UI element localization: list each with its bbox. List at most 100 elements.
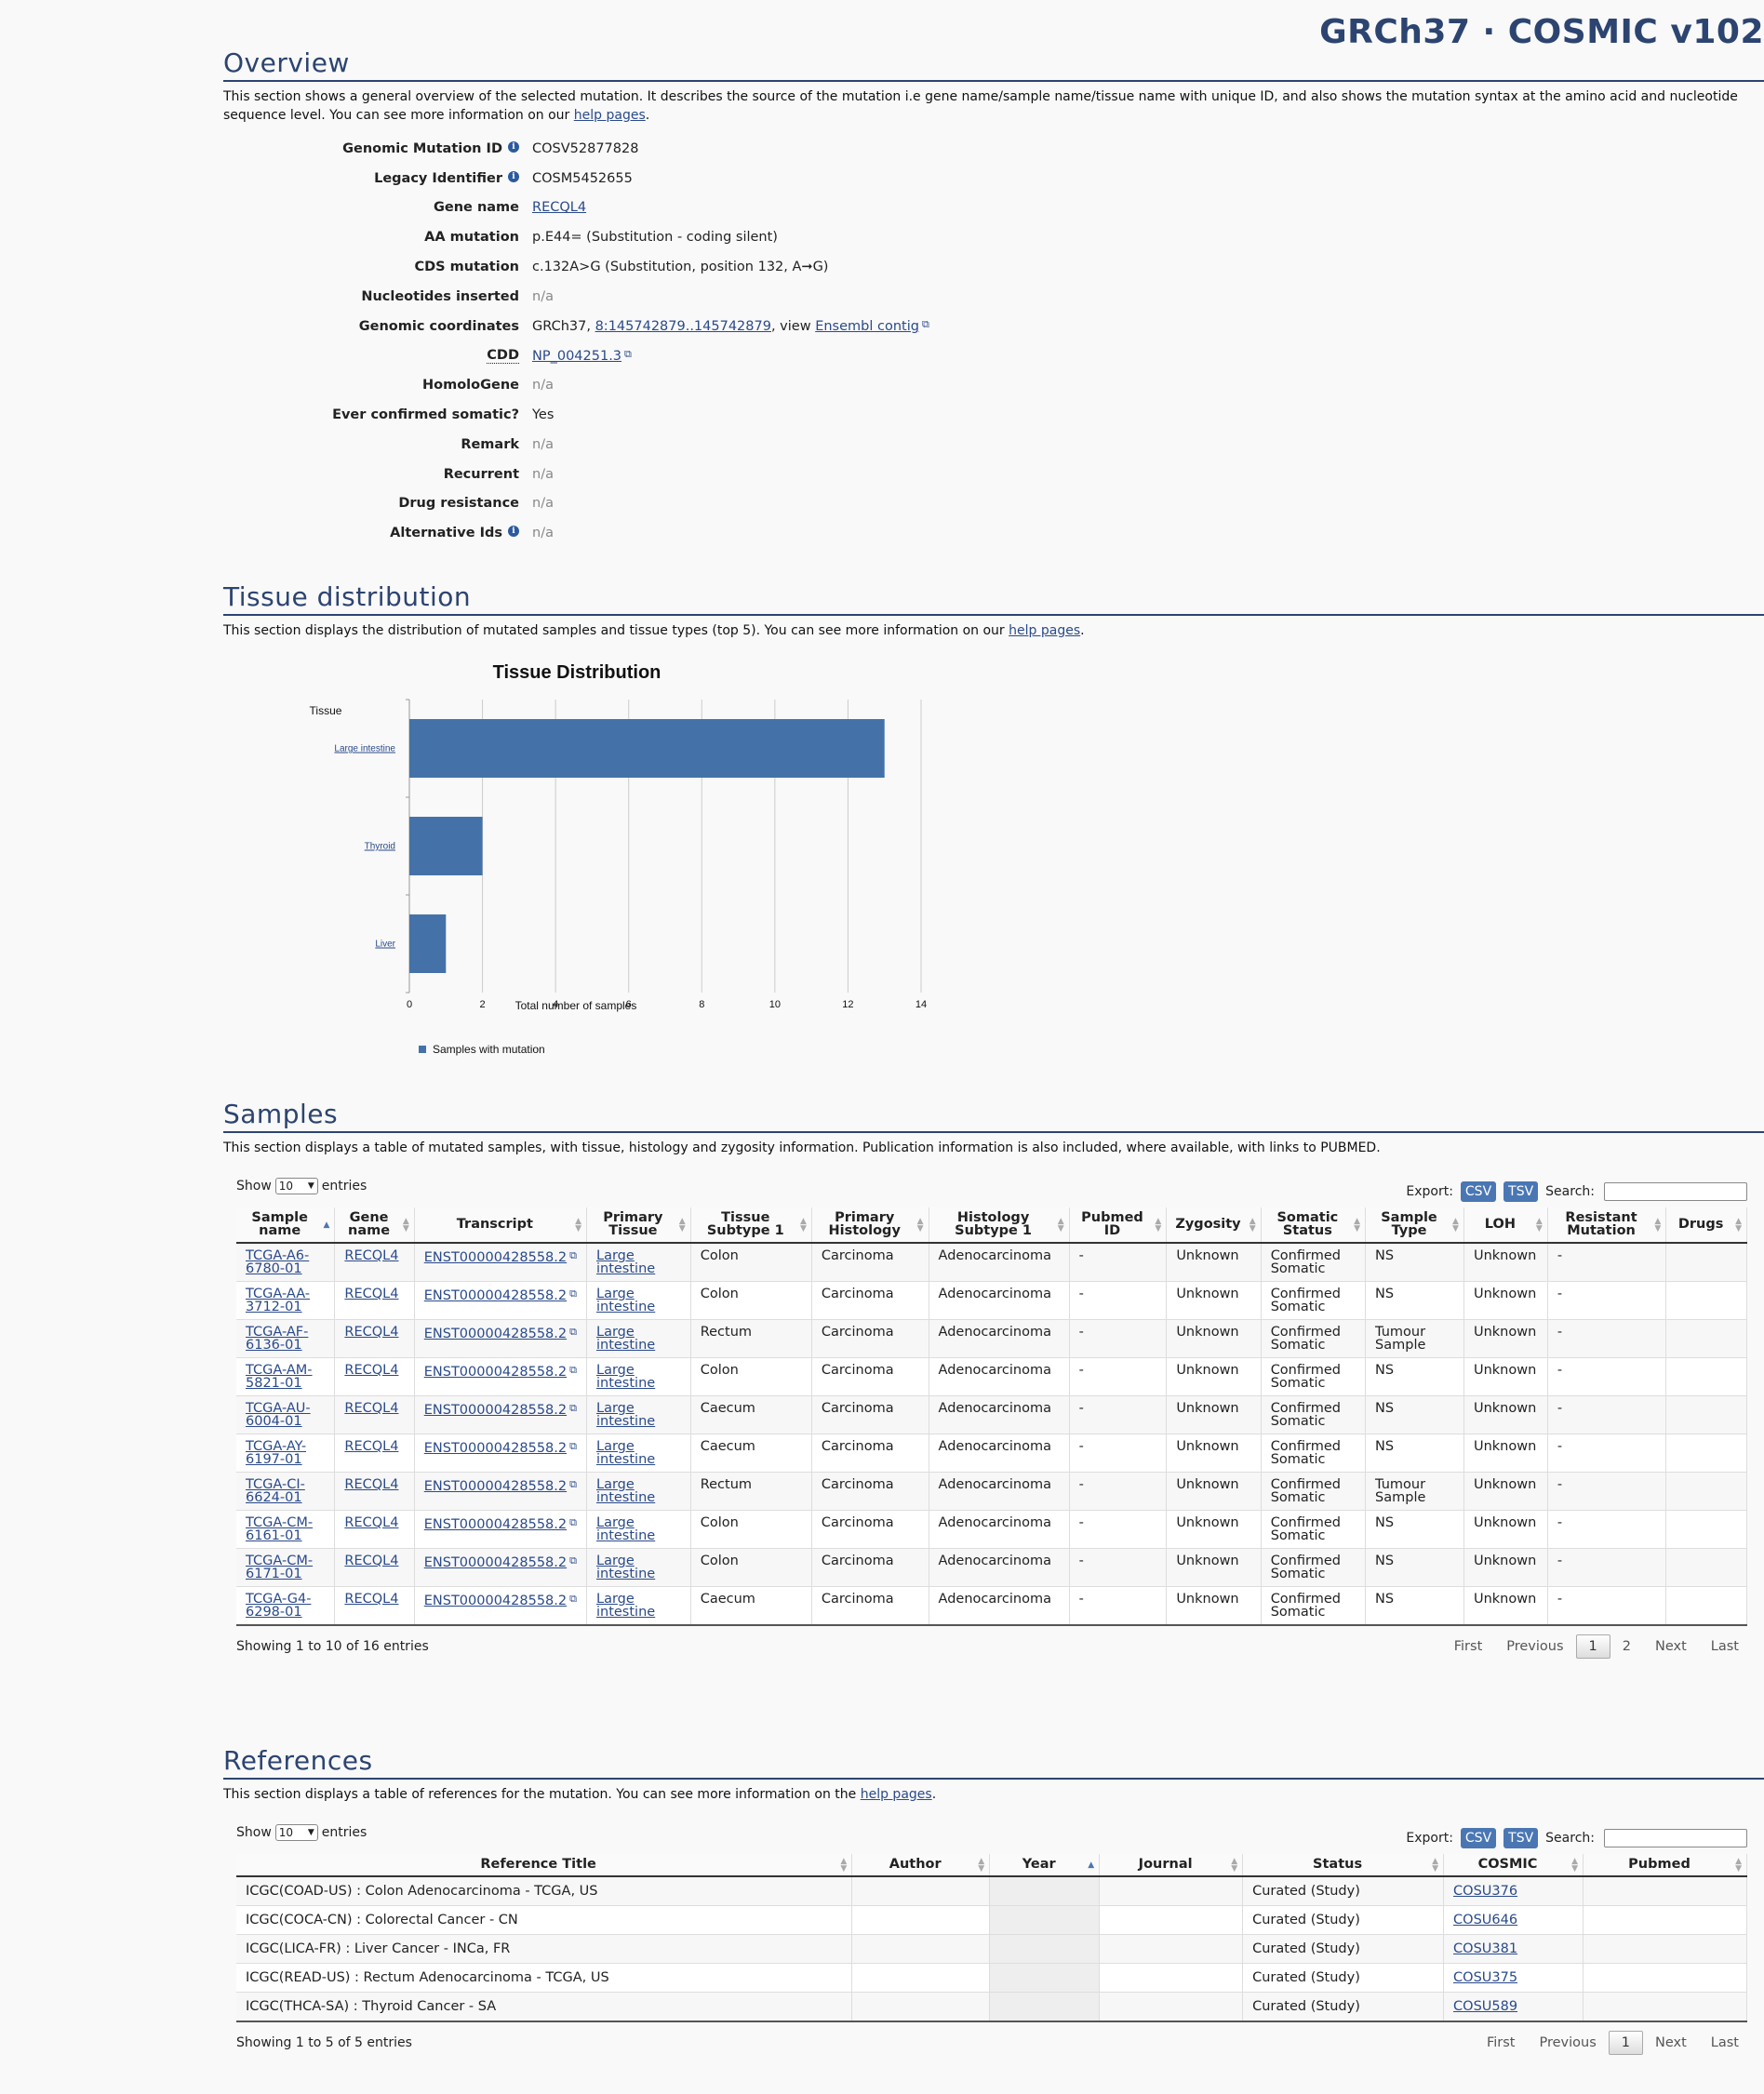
next-page-button[interactable]: Next xyxy=(1655,2035,1687,2050)
references-page-size-select[interactable]: 10 ▼ xyxy=(274,1824,318,1841)
column-header[interactable]: Reference Title ▲ ▼ xyxy=(236,1854,853,1877)
cell-link[interactable]: TCGA-AM-5821-01 xyxy=(246,1363,313,1391)
cell-link[interactable]: TCGA-CM-6161-01 xyxy=(246,1515,314,1543)
previous-page-button[interactable]: Previous xyxy=(1506,1639,1564,1654)
page-button[interactable]: 1 xyxy=(1608,2031,1643,2055)
column-header[interactable]: Pubmed ID ▲ ▼ xyxy=(1069,1207,1168,1244)
samples-page-size-select[interactable]: 10 ▼ xyxy=(274,1178,318,1194)
cell-link[interactable]: RECQL4 xyxy=(344,1248,399,1263)
cosmic-study-link[interactable]: COSU381 xyxy=(1453,1941,1518,1956)
next-page-button[interactable]: Next xyxy=(1655,1639,1687,1654)
info-icon[interactable]: i xyxy=(508,170,519,182)
cell-link[interactable]: TCGA-AY-6197-01 xyxy=(246,1439,307,1467)
column-header[interactable]: COSMIC ▲ ▼ xyxy=(1443,1854,1584,1877)
cell-link[interactable]: Large intestine xyxy=(595,1554,656,1581)
cell-link[interactable]: Large intestine xyxy=(595,1248,656,1276)
coordinates-link[interactable]: 8:145742879..145742879 xyxy=(595,319,771,335)
cell-link[interactable]: RECQL4 xyxy=(344,1401,399,1416)
column-header[interactable]: Status ▲ ▼ xyxy=(1242,1854,1445,1877)
info-icon[interactable]: i xyxy=(508,526,519,538)
cell-link[interactable]: Large intestine xyxy=(595,1515,656,1543)
references-help-link[interactable]: help pages xyxy=(860,1787,932,1802)
cell-link[interactable]: ENST00000428558.2 xyxy=(423,1365,568,1380)
cell-link[interactable]: TCGA-A6-6780-01 xyxy=(246,1248,310,1276)
info-icon[interactable]: i xyxy=(508,140,519,153)
samples-csv-button[interactable]: CSV xyxy=(1460,1181,1497,1202)
cell-link[interactable]: Large intestine xyxy=(595,1325,656,1353)
cell-link[interactable]: RECQL4 xyxy=(344,1439,399,1454)
cell-link[interactable]: ENST00000428558.2 xyxy=(423,1517,568,1532)
cell-link[interactable]: ENST00000428558.2 xyxy=(423,1555,568,1570)
column-header[interactable]: Histology Subtype 1 ▲ ▼ xyxy=(929,1207,1070,1244)
column-header[interactable]: Author ▲ ▼ xyxy=(851,1854,991,1877)
cell-link[interactable]: ENST00000428558.2 xyxy=(423,1327,568,1341)
cell-link[interactable]: TCGA-CM-6171-01 xyxy=(246,1554,314,1581)
column-header[interactable]: Primary Histology ▲ ▼ xyxy=(811,1207,929,1244)
cell-link[interactable]: Large intestine xyxy=(595,1477,656,1505)
ensembl-contig-link[interactable]: Ensembl contig xyxy=(815,319,919,335)
cell-link[interactable]: RECQL4 xyxy=(344,1592,399,1607)
bar-large-intestine[interactable] xyxy=(409,719,885,778)
column-header[interactable]: Drugs ▲ ▼ xyxy=(1665,1207,1747,1244)
column-header[interactable]: Gene name ▲ ▼ xyxy=(334,1207,415,1244)
column-header[interactable]: Somatic Status ▲ ▼ xyxy=(1261,1207,1367,1244)
cell-link[interactable]: TCGA-AA-3712-01 xyxy=(246,1287,311,1314)
cell-link[interactable]: Large intestine xyxy=(595,1439,656,1467)
cell-link[interactable]: ENST00000428558.2 xyxy=(423,1479,568,1494)
column-header[interactable]: LOH ▲ ▼ xyxy=(1463,1207,1548,1244)
column-header[interactable]: Primary Tissue ▲ ▼ xyxy=(586,1207,691,1244)
column-header[interactable]: Resistant Mutation ▲ ▼ xyxy=(1547,1207,1667,1244)
cell-link[interactable]: RECQL4 xyxy=(344,1363,399,1378)
overview-help-link[interactable]: help pages xyxy=(573,108,646,123)
page-button[interactable]: 1 xyxy=(1575,1634,1610,1659)
column-header[interactable]: Year ▲ xyxy=(989,1854,1101,1877)
cell-link[interactable]: TCGA-CI-6624-01 xyxy=(246,1477,305,1505)
column-header[interactable]: Transcript ▲ ▼ xyxy=(414,1207,587,1244)
cell-link[interactable]: Large intestine xyxy=(595,1287,656,1314)
category-label[interactable]: Liver xyxy=(375,940,395,950)
cell-link[interactable]: ENST00000428558.2 xyxy=(423,1250,568,1265)
cosmic-study-link[interactable]: COSU375 xyxy=(1453,1970,1518,1985)
category-label[interactable]: Thyroid xyxy=(365,842,395,852)
cell-link[interactable]: RECQL4 xyxy=(344,1554,399,1568)
cosmic-study-link[interactable]: COSU589 xyxy=(1453,1999,1518,2014)
cell-link[interactable]: Large intestine xyxy=(595,1592,656,1620)
page-button[interactable]: 2 xyxy=(1622,1639,1631,1654)
cell-link[interactable]: TCGA-AU-6004-01 xyxy=(246,1401,311,1429)
cell-link[interactable]: ENST00000428558.2 xyxy=(423,1594,568,1608)
last-page-button[interactable]: Last xyxy=(1710,1639,1739,1654)
cosmic-study-link[interactable]: COSU646 xyxy=(1453,1913,1518,1927)
cell-link[interactable]: ENST00000428558.2 xyxy=(423,1288,568,1303)
cell-link[interactable]: RECQL4 xyxy=(344,1325,399,1340)
first-page-button[interactable]: First xyxy=(1486,2035,1516,2050)
column-header[interactable]: Pubmed ▲ ▼ xyxy=(1583,1854,1747,1877)
first-page-button[interactable]: First xyxy=(1453,1639,1483,1654)
references-search-input[interactable] xyxy=(1604,1829,1747,1847)
cell-link[interactable]: ENST00000428558.2 xyxy=(423,1403,568,1418)
cell-link[interactable]: Large intestine xyxy=(595,1401,656,1429)
category-label[interactable]: Large intestine xyxy=(334,744,395,754)
cell-link[interactable]: RECQL4 xyxy=(344,1477,399,1492)
cell-link[interactable]: ENST00000428558.2 xyxy=(423,1441,568,1456)
column-header[interactable]: Zygosity ▲ ▼ xyxy=(1166,1207,1262,1244)
bar-liver[interactable] xyxy=(409,914,447,973)
cell-link[interactable]: RECQL4 xyxy=(344,1515,399,1530)
cell-link[interactable]: Large intestine xyxy=(595,1363,656,1391)
column-header[interactable]: Sample name ▲ xyxy=(236,1207,336,1244)
cell-link[interactable]: RECQL4 xyxy=(344,1287,399,1301)
references-csv-button[interactable]: CSV xyxy=(1460,1828,1497,1848)
column-header[interactable]: Tissue Subtype 1 ▲ ▼ xyxy=(690,1207,812,1244)
column-header[interactable]: Journal ▲ ▼ xyxy=(1099,1854,1244,1877)
column-header[interactable]: Sample Type ▲ ▼ xyxy=(1365,1207,1464,1244)
cosmic-study-link[interactable]: COSU376 xyxy=(1453,1884,1518,1899)
cell-link[interactable]: TCGA-G4-6298-01 xyxy=(246,1592,312,1620)
tissue-help-link[interactable]: help pages xyxy=(1009,623,1081,638)
references-tsv-button[interactable]: TSV xyxy=(1503,1828,1539,1848)
cell-link[interactable]: TCGA-AF-6136-01 xyxy=(246,1325,309,1353)
gene-name-link[interactable]: RECQL4 xyxy=(532,200,587,216)
last-page-button[interactable]: Last xyxy=(1710,2035,1739,2050)
bar-thyroid[interactable] xyxy=(409,817,483,875)
samples-search-input[interactable] xyxy=(1604,1182,1747,1201)
samples-tsv-button[interactable]: TSV xyxy=(1503,1181,1539,1202)
previous-page-button[interactable]: Previous xyxy=(1539,2035,1597,2050)
